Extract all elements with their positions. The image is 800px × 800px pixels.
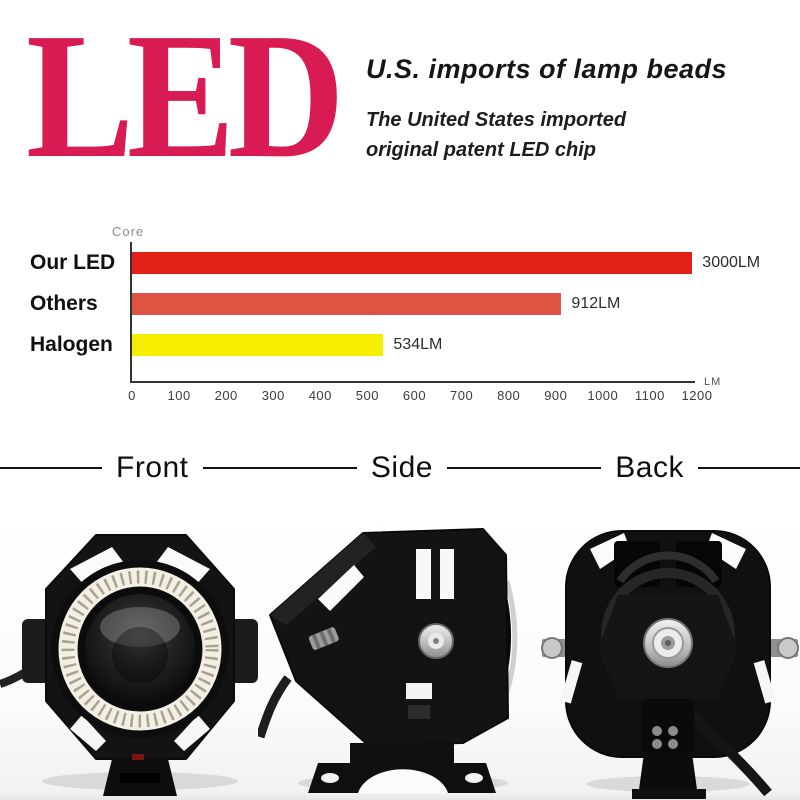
x-tick-label: 1100 xyxy=(634,388,665,403)
front-view-illustration xyxy=(0,534,258,796)
view-label-front: Front xyxy=(116,451,189,484)
divider-line xyxy=(698,467,800,469)
view-label-back: Back xyxy=(615,451,684,484)
view-labels-row: Front Side Back xyxy=(0,448,800,488)
x-tick-label: 100 xyxy=(167,388,191,403)
lumen-comparison-chart: Core 0 100 200 300 400 500 600 700 800 900 1000 110… xyxy=(0,200,800,420)
x-axis-ticks: 0 100 200 300 400 500 600 700 800 900 1000 1100 1200 xyxy=(128,388,712,406)
divider-line xyxy=(446,467,602,469)
bar-row-our-led: Our LED 3000LM xyxy=(30,252,760,274)
x-tick-label: 900 xyxy=(544,388,568,403)
header-title: U.S. imports of lamp beads xyxy=(366,54,728,84)
header-subtitle-line1: The United States imported xyxy=(366,109,627,131)
header-subtitle: The United States imported original pate… xyxy=(366,105,727,165)
x-tick-label: 300 xyxy=(261,388,285,403)
bar xyxy=(132,293,562,315)
value-label: 912LM xyxy=(571,295,621,312)
x-tick-label: 700 xyxy=(449,388,474,403)
product-photos-strip xyxy=(0,503,800,800)
bar xyxy=(132,334,384,356)
category-label: Halogen xyxy=(30,333,113,356)
view-label-side: Side xyxy=(370,451,433,484)
x-tick-label: 800 xyxy=(497,388,521,403)
category-label: Others xyxy=(30,292,98,315)
front-view-photo xyxy=(0,503,280,800)
x-tick-label: 1000 xyxy=(587,388,619,403)
value-label: 534LM xyxy=(393,336,443,353)
header-text-block: U.S. imports of lamp beads The United St… xyxy=(366,54,727,165)
axis-top-label: Core xyxy=(112,224,145,239)
x-tick-label: 600 xyxy=(402,388,427,403)
x-tick-label: 400 xyxy=(308,388,332,403)
led-logo: LED xyxy=(26,0,345,195)
x-tick-label: 1200 xyxy=(681,388,713,403)
bar xyxy=(132,252,693,274)
divider-line xyxy=(0,467,102,469)
side-view-illustration xyxy=(258,528,518,793)
x-tick-label: 500 xyxy=(355,388,379,403)
side-view-photo xyxy=(258,503,540,800)
x-tick-label: 0 xyxy=(128,388,136,403)
x-tick-label: 200 xyxy=(214,388,238,403)
divider-line xyxy=(202,467,357,469)
bar-row-halogen: Halogen 534LM xyxy=(30,334,695,356)
header-subtitle-line2: original patent LED chip xyxy=(366,139,597,161)
value-label: 3000LM xyxy=(702,254,761,271)
bar-row-others: Others 912LM xyxy=(30,293,695,315)
back-view-photo xyxy=(540,503,800,800)
chart-plot-area: 0 100 200 300 400 500 600 700 800 900 1000 1100 1200… xyxy=(30,242,760,403)
back-view-illustration xyxy=(541,530,799,799)
axis-unit-label: LM xyxy=(704,376,722,388)
category-label: Our LED xyxy=(30,251,116,274)
